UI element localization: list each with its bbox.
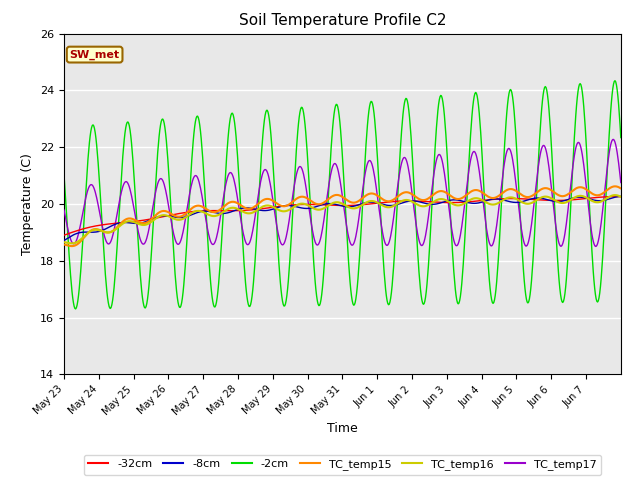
Legend: -32cm, -8cm, -2cm, TC_temp15, TC_temp16, TC_temp17: -32cm, -8cm, -2cm, TC_temp15, TC_temp16,… — [84, 455, 601, 475]
Y-axis label: Temperature (C): Temperature (C) — [22, 153, 35, 255]
Text: SW_met: SW_met — [70, 49, 120, 60]
Title: Soil Temperature Profile C2: Soil Temperature Profile C2 — [239, 13, 446, 28]
X-axis label: Time: Time — [327, 422, 358, 435]
